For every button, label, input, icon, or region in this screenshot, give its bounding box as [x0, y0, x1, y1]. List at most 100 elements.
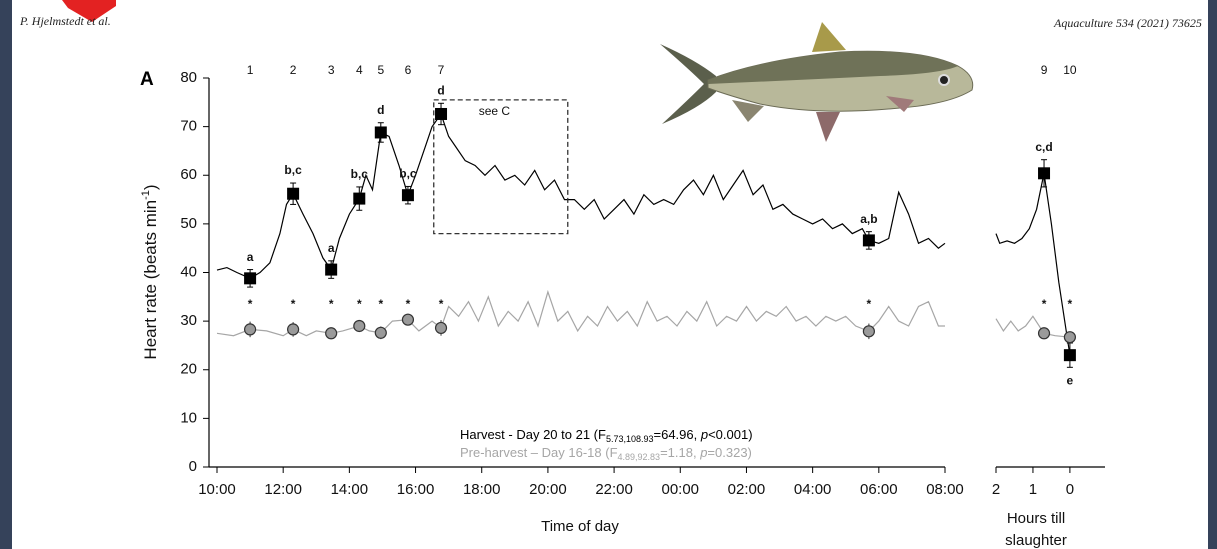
x-tick-label: 12:00 — [264, 481, 302, 498]
harvest-marker — [374, 126, 387, 139]
x-tick-label: 02:00 — [728, 481, 766, 498]
pre-harvest-marker — [243, 323, 257, 336]
series-line — [216, 112, 946, 279]
legend-stat: 5.73,108.93 — [606, 434, 654, 444]
legend-stat: <0.001) — [708, 427, 752, 442]
fish-eye — [938, 74, 950, 86]
significance-letters: a,b — [860, 212, 877, 226]
pre-harvest-marker — [287, 323, 300, 336]
significance-letters: d — [377, 103, 384, 117]
fish-fin — [816, 112, 840, 142]
significance-letters: d — [437, 83, 444, 97]
y-tick-label: 60 — [180, 166, 197, 183]
significance-letters: a — [328, 241, 335, 255]
legend-name: Pre-harvest – Day 16-18 — [460, 445, 602, 460]
harvest-marker — [435, 107, 448, 120]
significance-letters: b,c — [399, 167, 417, 181]
sample-number: 3 — [328, 63, 335, 77]
header-right: Aquaculture 534 (2021) 73625 — [1053, 16, 1202, 30]
harvest-marker — [325, 263, 338, 276]
legend-stat: p — [699, 445, 707, 460]
x-axis-label: Time of day — [541, 518, 619, 535]
fish-illustration — [660, 22, 974, 142]
x-tick-label: 08:00 — [926, 481, 964, 498]
pre-harvest-marker — [862, 325, 875, 338]
x-tick-label: 06:00 — [860, 481, 898, 498]
asterisk: * — [291, 297, 296, 311]
legend-stat: (F — [590, 427, 606, 442]
harvest-marker — [244, 272, 257, 285]
y-tick-label: 30 — [180, 312, 197, 329]
fish-fin — [732, 100, 764, 122]
x-axis-label: Hours till — [1007, 510, 1065, 527]
legend-name: Harvest - Day 20 to 21 — [460, 427, 590, 442]
legend-stat: =0.323) — [707, 445, 751, 460]
pre-harvest-marker — [353, 319, 366, 333]
zoom-box — [433, 99, 569, 235]
legend-stat: (F — [602, 445, 618, 460]
left-border — [0, 0, 12, 549]
legend-stat: 4.89,92.83 — [618, 452, 661, 462]
y-tick-label: 50 — [180, 215, 197, 232]
sample-number: 6 — [405, 63, 412, 77]
sample-number: 1 — [247, 63, 254, 77]
x-tick-label: 0 — [1066, 481, 1074, 498]
significance-letters: b,c — [351, 167, 369, 181]
series-line — [995, 173, 1071, 356]
significance-letters: c,d — [1035, 140, 1052, 154]
x-tick-label: 10:00 — [198, 481, 236, 498]
x-tick-label: 16:00 — [397, 481, 435, 498]
legend-stat: =64.96, — [654, 427, 701, 442]
asterisk: * — [867, 297, 872, 311]
series-line — [995, 315, 1070, 338]
harvest-marker — [1038, 167, 1051, 180]
pre-harvest-marker — [1037, 327, 1051, 340]
right-border — [1208, 0, 1217, 549]
y-axis-label-part: ) — [141, 184, 160, 190]
legend-stat: =1.18, — [660, 445, 700, 460]
asterisk: * — [248, 297, 253, 311]
legend-entry: Pre-harvest – Day 16-18 (F4.89,92.83=1.1… — [460, 445, 752, 462]
pre-harvest-marker — [1063, 331, 1076, 344]
legend-stat: p — [700, 427, 708, 442]
asterisk: * — [439, 297, 444, 311]
series-line — [216, 289, 945, 337]
y-axis-label-part: -1 — [140, 190, 152, 200]
x-tick-label: 18:00 — [463, 481, 501, 498]
header-left: P. Hjelmstedt et al. — [19, 14, 111, 28]
significance-letters: e — [1067, 373, 1074, 387]
y-tick-label: 70 — [180, 118, 197, 135]
harvest-marker — [1063, 349, 1076, 362]
pre-harvest-marker — [374, 326, 387, 339]
x-tick-label: 2 — [992, 481, 1000, 498]
pre-harvest-marker — [434, 321, 448, 335]
x-axis-label: slaughter — [1005, 532, 1067, 549]
harvest-marker — [862, 234, 875, 247]
sample-number: 7 — [438, 63, 445, 77]
sample-number: 10 — [1063, 63, 1077, 77]
x-tick-label: 20:00 — [529, 481, 567, 498]
asterisk: * — [1042, 297, 1047, 311]
pre-harvest-marker — [325, 327, 338, 340]
sample-number: 9 — [1041, 63, 1048, 77]
x-tick-label: 22:00 — [595, 481, 633, 498]
asterisk: * — [357, 297, 362, 311]
y-tick-label: 10 — [180, 409, 197, 426]
y-tick-label: 40 — [180, 263, 197, 280]
harvest-marker — [401, 189, 414, 202]
fish-fin — [812, 22, 846, 52]
y-tick-label: 20 — [180, 361, 197, 378]
harvest-marker — [287, 187, 300, 200]
sample-number: 4 — [356, 63, 363, 77]
significance-letters: b,c — [284, 163, 302, 177]
fish-tail — [660, 44, 716, 124]
harvest-marker — [353, 192, 366, 205]
asterisk: * — [1068, 297, 1073, 311]
asterisk: * — [406, 297, 411, 311]
fish-fin — [886, 96, 914, 112]
x-tick-label: 14:00 — [331, 481, 369, 498]
y-tick-label: 0 — [189, 458, 197, 475]
legend-entry: Harvest - Day 20 to 21 (F5.73,108.93=64.… — [460, 427, 753, 444]
